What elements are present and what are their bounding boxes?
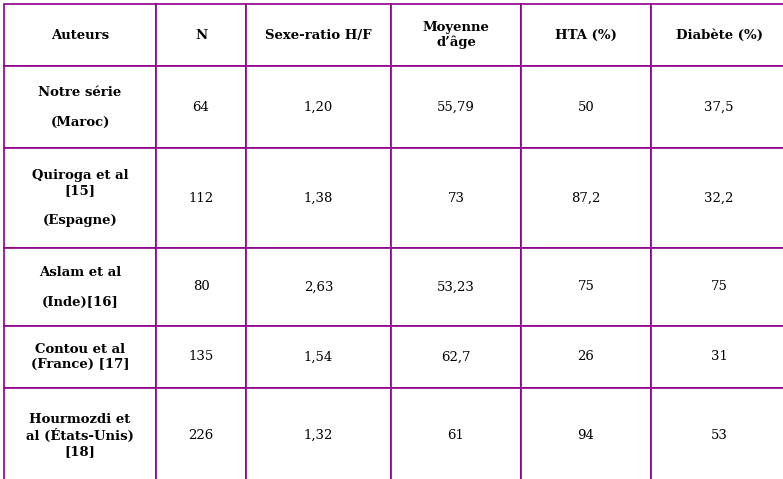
- Bar: [156, 4, 246, 66]
- Text: Quiroga et al
[15]

(Espagne): Quiroga et al [15] (Espagne): [31, 169, 128, 227]
- Bar: [651, 388, 783, 479]
- Bar: [246, 4, 391, 66]
- Text: Diabète (%): Diabète (%): [676, 28, 763, 42]
- Bar: [4, 66, 156, 148]
- Text: 1,54: 1,54: [304, 351, 333, 364]
- Text: 62,7: 62,7: [442, 351, 471, 364]
- Text: 87,2: 87,2: [572, 192, 601, 205]
- Text: 53: 53: [710, 429, 727, 442]
- Text: Aslam et al

(Inde)[16]: Aslam et al (Inde)[16]: [39, 265, 121, 308]
- Text: 226: 226: [189, 429, 214, 442]
- Bar: [521, 148, 651, 248]
- Bar: [156, 388, 246, 479]
- Bar: [156, 326, 246, 388]
- Bar: [246, 66, 391, 148]
- Bar: [156, 148, 246, 248]
- Bar: [246, 248, 391, 326]
- Text: 75: 75: [710, 281, 727, 294]
- Text: 2,63: 2,63: [304, 281, 334, 294]
- Bar: [4, 4, 156, 66]
- Text: 50: 50: [578, 101, 594, 114]
- Bar: [391, 148, 521, 248]
- Text: 37,5: 37,5: [704, 101, 734, 114]
- Text: 55,79: 55,79: [437, 101, 475, 114]
- Text: 80: 80: [193, 281, 209, 294]
- Text: 75: 75: [578, 281, 594, 294]
- Bar: [521, 248, 651, 326]
- Text: 53,23: 53,23: [437, 281, 475, 294]
- Bar: [521, 326, 651, 388]
- Text: 61: 61: [448, 429, 464, 442]
- Text: 32,2: 32,2: [705, 192, 734, 205]
- Bar: [651, 148, 783, 248]
- Text: 73: 73: [448, 192, 464, 205]
- Bar: [391, 248, 521, 326]
- Bar: [156, 248, 246, 326]
- Text: 1,20: 1,20: [304, 101, 333, 114]
- Text: Moyenne
d’âge: Moyenne d’âge: [423, 21, 489, 49]
- Text: HTA (%): HTA (%): [555, 28, 617, 42]
- Bar: [391, 326, 521, 388]
- Text: 31: 31: [710, 351, 727, 364]
- Bar: [246, 388, 391, 479]
- Text: 1,38: 1,38: [304, 192, 334, 205]
- Bar: [246, 326, 391, 388]
- Text: 94: 94: [578, 429, 594, 442]
- Text: Contou et al
(France) [17]: Contou et al (France) [17]: [31, 343, 129, 371]
- Bar: [4, 248, 156, 326]
- Text: N: N: [195, 28, 207, 42]
- Text: Auteurs: Auteurs: [51, 28, 109, 42]
- Bar: [651, 326, 783, 388]
- Text: 112: 112: [189, 192, 214, 205]
- Text: 64: 64: [193, 101, 209, 114]
- Bar: [4, 148, 156, 248]
- Text: Hourmozdi et
al (États-Unis)
[18]: Hourmozdi et al (États-Unis) [18]: [26, 413, 134, 457]
- Bar: [651, 66, 783, 148]
- Bar: [4, 388, 156, 479]
- Bar: [651, 4, 783, 66]
- Bar: [4, 326, 156, 388]
- Text: 26: 26: [578, 351, 594, 364]
- Bar: [391, 4, 521, 66]
- Bar: [391, 66, 521, 148]
- Bar: [156, 66, 246, 148]
- Text: 1,32: 1,32: [304, 429, 334, 442]
- Bar: [651, 248, 783, 326]
- Bar: [521, 66, 651, 148]
- Bar: [246, 148, 391, 248]
- Bar: [521, 4, 651, 66]
- Bar: [391, 388, 521, 479]
- Text: Sexe-ratio H/F: Sexe-ratio H/F: [265, 28, 372, 42]
- Bar: [521, 388, 651, 479]
- Text: Notre série

(Maroc): Notre série (Maroc): [38, 85, 121, 128]
- Text: 135: 135: [189, 351, 214, 364]
